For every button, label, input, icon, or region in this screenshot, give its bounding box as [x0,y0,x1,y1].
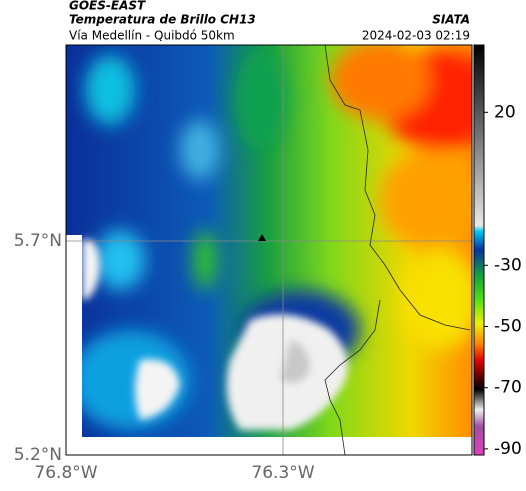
temperature-field [66,45,472,455]
product: Temperatura de Brillo CH13 [69,13,256,27]
location-marker [258,234,266,241]
source: SIATA [432,13,470,27]
colorbar-tick-label: -50 [494,316,522,336]
border [324,299,381,455]
lon-label: 76.3°W [251,463,314,483]
region: Vía Medellín - Quibdó 50km [69,29,235,43]
lat-label: 5.2°N [14,445,62,465]
map-frame [65,44,473,456]
timestamp: 2024-02-03 02:19 [362,29,470,43]
colorbar-tick-label: 20 [494,102,516,122]
colorbar-tick-label: -90 [494,439,522,459]
colorbar [473,44,485,456]
lon-label: 76.8°W [34,463,97,483]
lat-label: 5.7°N [14,231,62,251]
border [324,45,471,331]
satellite: GOES-EAST [69,0,146,13]
colorbar-tick-label: -70 [494,378,522,398]
colorbar-tick-label: -30 [494,255,522,275]
